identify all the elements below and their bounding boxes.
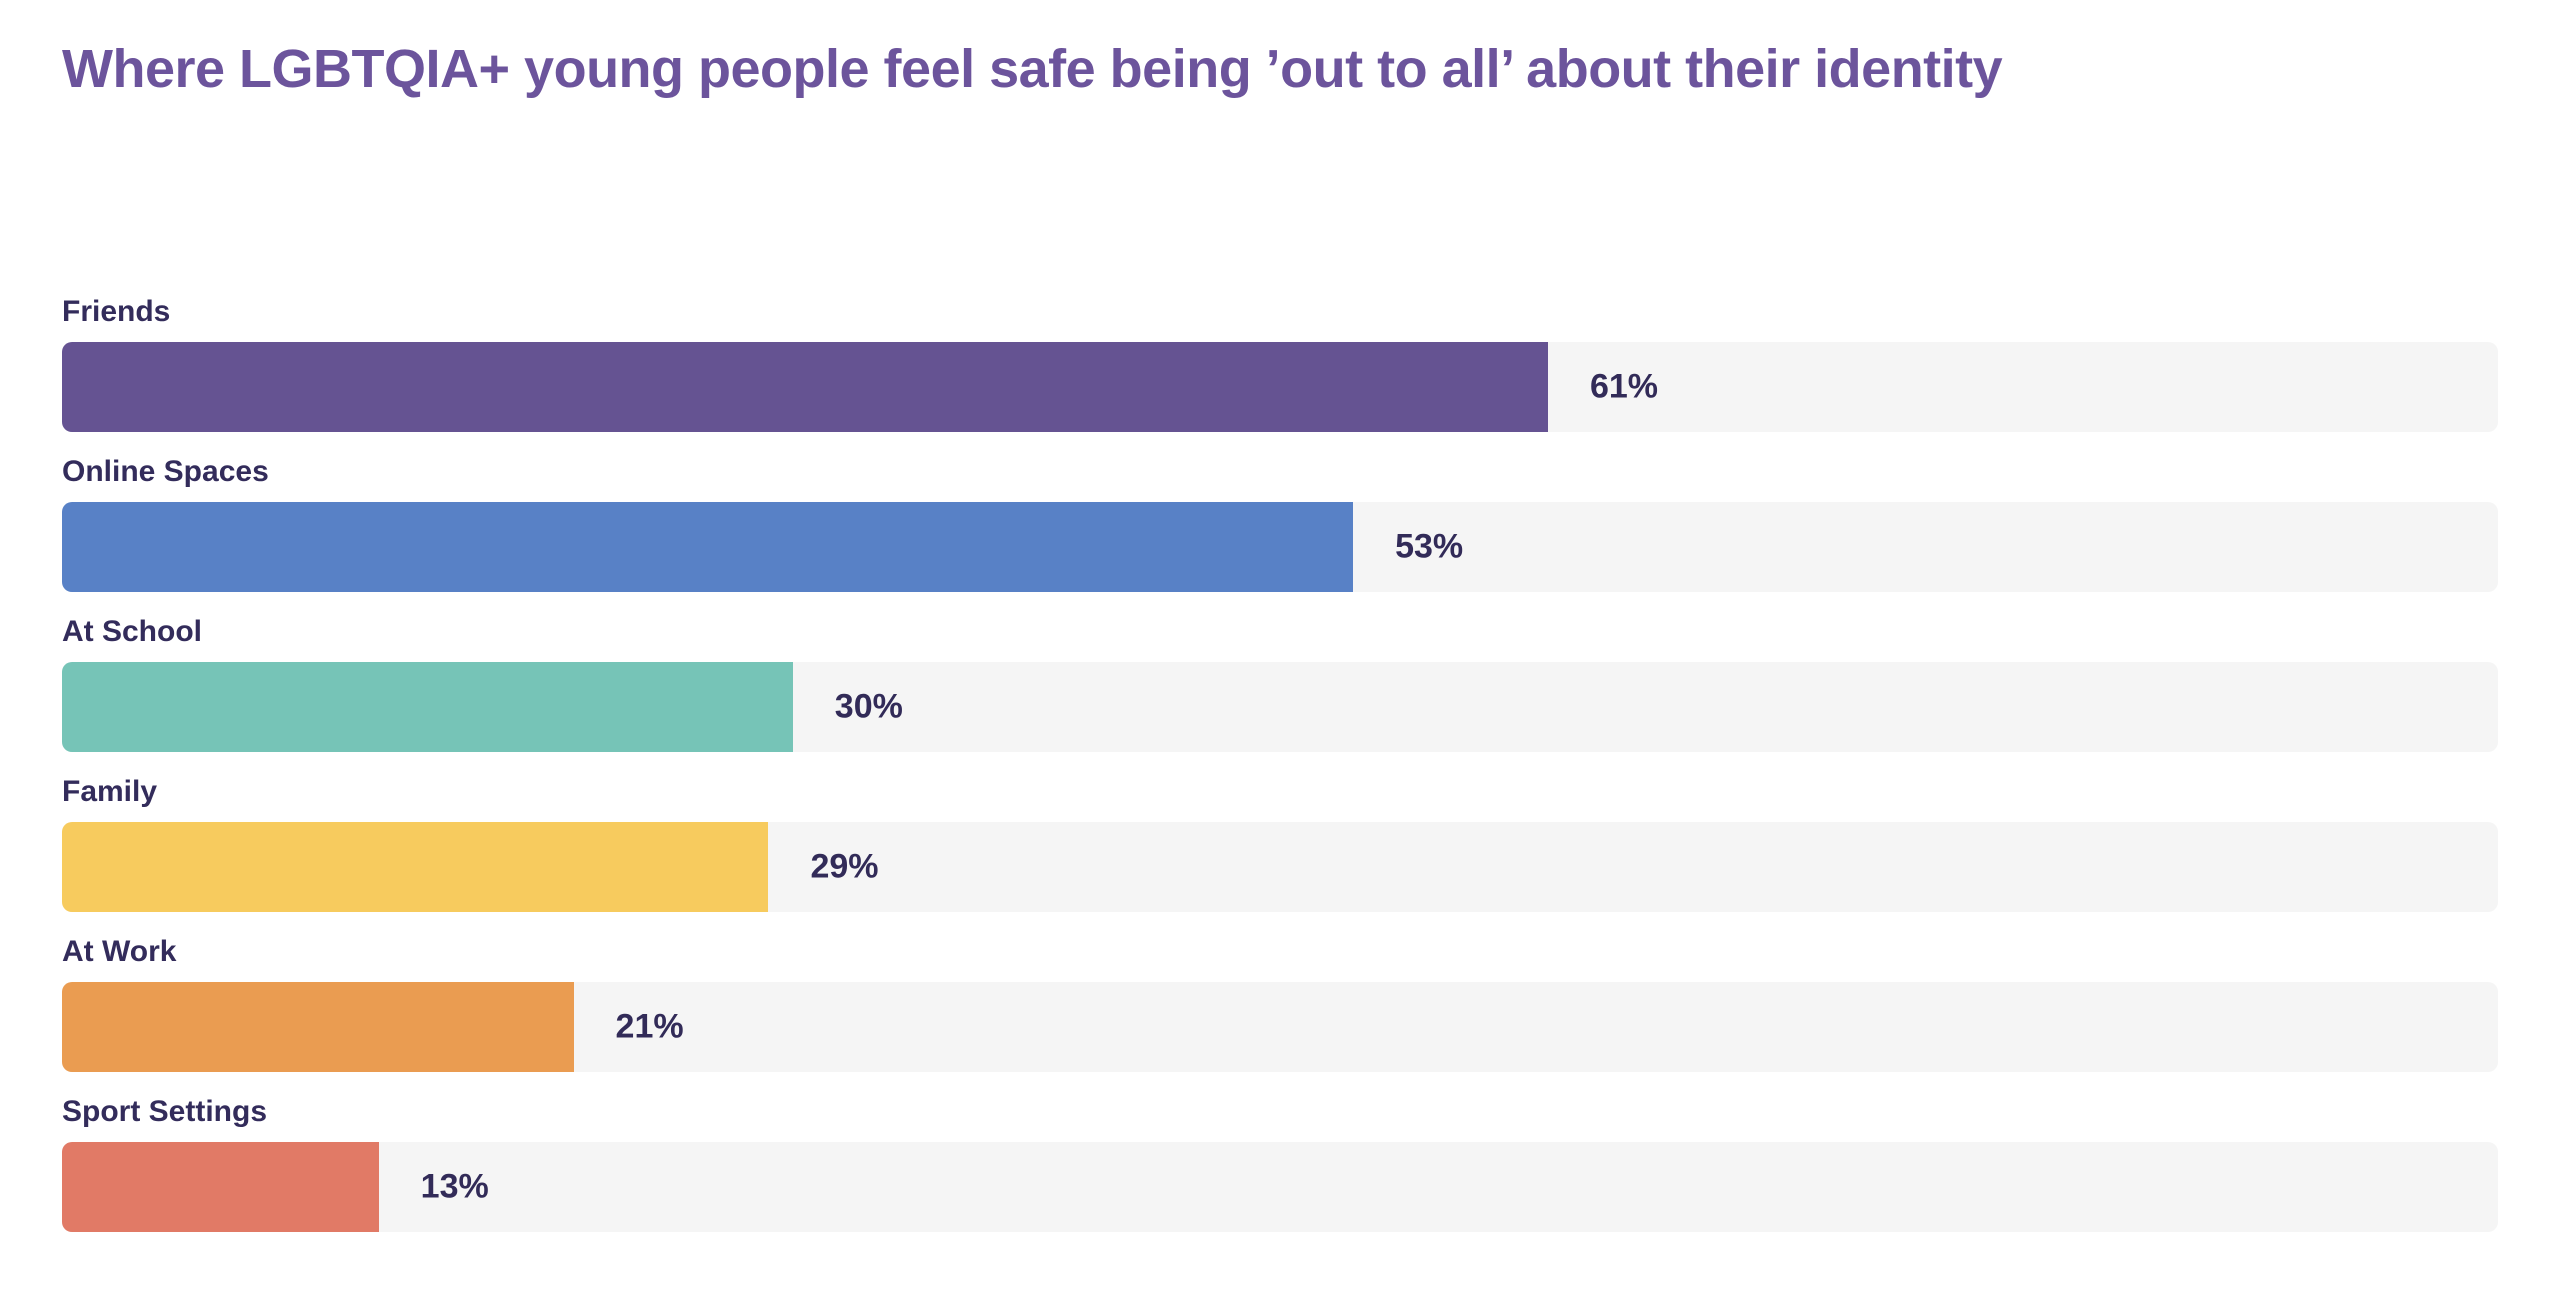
- bar-fill: [62, 502, 1354, 593]
- row-label: Online Spaces: [62, 455, 269, 489]
- bar-value: 61%: [1589, 367, 1659, 406]
- bar-track: 30%: [62, 662, 2498, 753]
- bar-fill: [62, 982, 574, 1073]
- chart-row: Family 29%: [62, 775, 2498, 913]
- bar-track: 61%: [62, 342, 2498, 433]
- chart-row: At Work 21%: [62, 935, 2498, 1073]
- bar-fill: [62, 342, 1548, 433]
- chart-row: At School 30%: [62, 615, 2498, 753]
- chart-row: Online Spaces 53%: [62, 455, 2498, 593]
- row-label: Friends: [62, 295, 171, 329]
- bar-value: 21%: [615, 1007, 684, 1046]
- bar-track: 29%: [62, 822, 2498, 913]
- bar-value: 29%: [810, 847, 879, 886]
- bar-fill: [62, 822, 769, 913]
- bar-value: 30%: [834, 687, 903, 726]
- chart-row: Sport Settings 13%: [62, 1095, 2498, 1233]
- chart-container: Where LGBTQIA+ young people feel safe be…: [62, 39, 2498, 1233]
- chart-row: Friends 61%: [62, 295, 2498, 433]
- bar-chart: Friends 61% Online Spaces 53% At School …: [62, 295, 2498, 1233]
- row-label: At School: [62, 615, 202, 649]
- bar-value: 13%: [420, 1167, 489, 1206]
- bar-fill: [62, 1142, 379, 1233]
- bar-track: 53%: [62, 502, 2498, 593]
- row-label: Sport Settings: [62, 1095, 268, 1129]
- page-title: Where LGBTQIA+ young people feel safe be…: [62, 39, 2003, 99]
- bar-track: 21%: [62, 982, 2498, 1073]
- bar-fill: [62, 662, 793, 753]
- row-label: Family: [62, 775, 158, 809]
- row-label: At Work: [62, 935, 177, 969]
- bar-track: 13%: [62, 1142, 2498, 1233]
- bar-value: 53%: [1395, 527, 1464, 566]
